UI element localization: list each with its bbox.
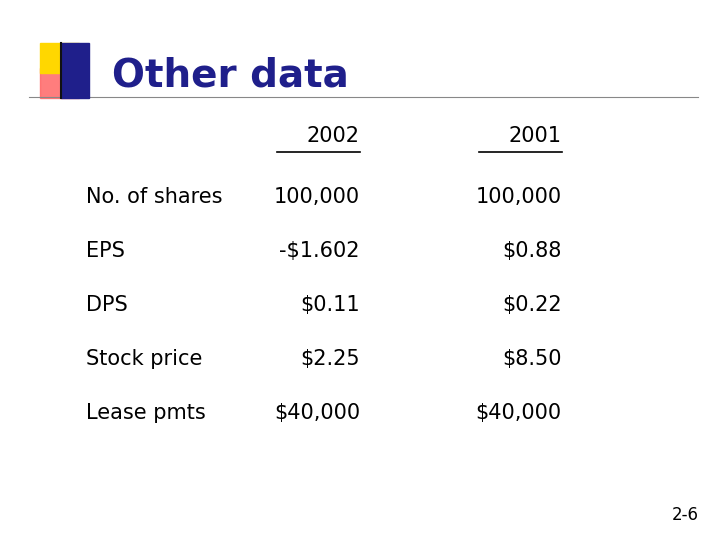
Text: DPS: DPS	[86, 295, 128, 315]
Text: $0.11: $0.11	[300, 295, 360, 315]
Text: Lease pmts: Lease pmts	[86, 403, 206, 423]
Text: $8.50: $8.50	[502, 349, 562, 369]
Text: 2-6: 2-6	[671, 506, 698, 524]
Text: Other data: Other data	[112, 57, 348, 94]
Text: $0.22: $0.22	[502, 295, 562, 315]
Text: $0.88: $0.88	[503, 241, 562, 261]
Text: $2.25: $2.25	[300, 349, 360, 369]
Text: No. of shares: No. of shares	[86, 187, 223, 207]
Text: Stock price: Stock price	[86, 349, 203, 369]
Text: $40,000: $40,000	[475, 403, 562, 423]
Bar	[40, 69, 79, 98]
Text: 100,000: 100,000	[475, 187, 562, 207]
Text: 100,000: 100,000	[274, 187, 360, 207]
Text: -$1.602: -$1.602	[279, 241, 360, 261]
Text: $40,000: $40,000	[274, 403, 360, 423]
Bar	[61, 43, 89, 98]
Text: 2001: 2001	[508, 126, 562, 146]
Bar	[40, 43, 79, 73]
Text: 2002: 2002	[307, 126, 360, 146]
Text: EPS: EPS	[86, 241, 125, 261]
